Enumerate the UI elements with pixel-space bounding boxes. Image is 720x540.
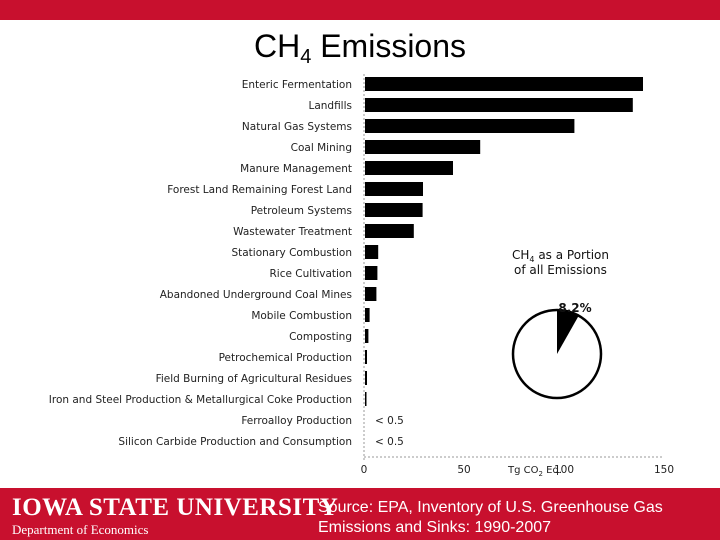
category-label: Rice Cultivation: [270, 268, 352, 280]
bar: [365, 182, 423, 196]
bar: [365, 77, 643, 91]
x-tick-label: 50: [457, 464, 470, 476]
x-axis-label: Tg CO2 Eq.: [507, 465, 562, 478]
category-label: Coal Mining: [291, 142, 352, 154]
category-label: Petroleum Systems: [251, 205, 352, 217]
bar: [365, 350, 367, 364]
category-label: Composting: [289, 331, 352, 343]
bar: [365, 266, 378, 280]
category-label: Enteric Fermentation: [242, 79, 352, 91]
bar-value-label: < 0.5: [375, 415, 404, 427]
bar: [365, 371, 367, 385]
top-brand-bar: [0, 0, 720, 20]
category-label: Wastewater Treatment: [233, 226, 352, 238]
bar: [365, 203, 423, 217]
category-label: Manure Management: [240, 163, 352, 175]
category-label: Ferroalloy Production: [241, 415, 352, 427]
bar: [365, 140, 481, 154]
category-label: Field Burning of Agricultural Residues: [156, 373, 352, 385]
x-tick-label: 150: [654, 464, 674, 476]
slide-title-rest: Emissions: [311, 28, 467, 64]
inset-title-line1: CH4 as a Portion: [512, 248, 609, 264]
inset-pie-slice: [557, 310, 579, 354]
category-label: Silicon Carbide Production and Consumpti…: [118, 436, 352, 448]
bar: [365, 392, 367, 406]
bar: [365, 119, 575, 133]
category-label: Mobile Combustion: [251, 310, 352, 322]
department-name: Department of Economics: [12, 522, 149, 537]
category-label: Natural Gas Systems: [242, 121, 352, 133]
slide-title-subscript: 4: [300, 46, 312, 68]
bar: [365, 224, 414, 238]
slide-title-main: CH: [253, 28, 301, 64]
source-citation: Source: EPA, Inventory of U.S. Greenhous…: [318, 499, 663, 536]
footer-bar: IOWA STATE UNIVERSITY Department of Econ…: [0, 488, 720, 540]
x-tick-label: 100: [554, 464, 574, 476]
category-label: Landfills: [308, 100, 352, 112]
bar-value-label: < 0.5: [375, 436, 404, 448]
category-label: Iron and Steel Production & Metallurgica…: [49, 394, 352, 406]
inset-slice-label: 8.2%: [558, 301, 591, 315]
category-label: Forest Land Remaining Forest Land: [167, 184, 352, 196]
x-tick-label: 0: [361, 464, 368, 476]
category-label: Abandoned Underground Coal Mines: [160, 289, 352, 301]
university-logo-text: IOWA STATE UNIVERSITY: [12, 494, 339, 521]
bar: [365, 161, 453, 175]
bar: [365, 287, 377, 301]
bar: [365, 98, 633, 112]
slide-title: CH4 Emissions: [0, 28, 720, 69]
ch4-emissions-chart: Enteric Fermentation Landfills Natural Gas…: [49, 74, 674, 478]
bar: [365, 308, 370, 322]
bar: [365, 245, 379, 259]
bar: [365, 329, 369, 343]
category-label: Stationary Combustion: [231, 247, 352, 259]
inset-title-line2: of all Emissions: [514, 263, 607, 277]
category-label: Petrochemical Production: [219, 352, 352, 364]
